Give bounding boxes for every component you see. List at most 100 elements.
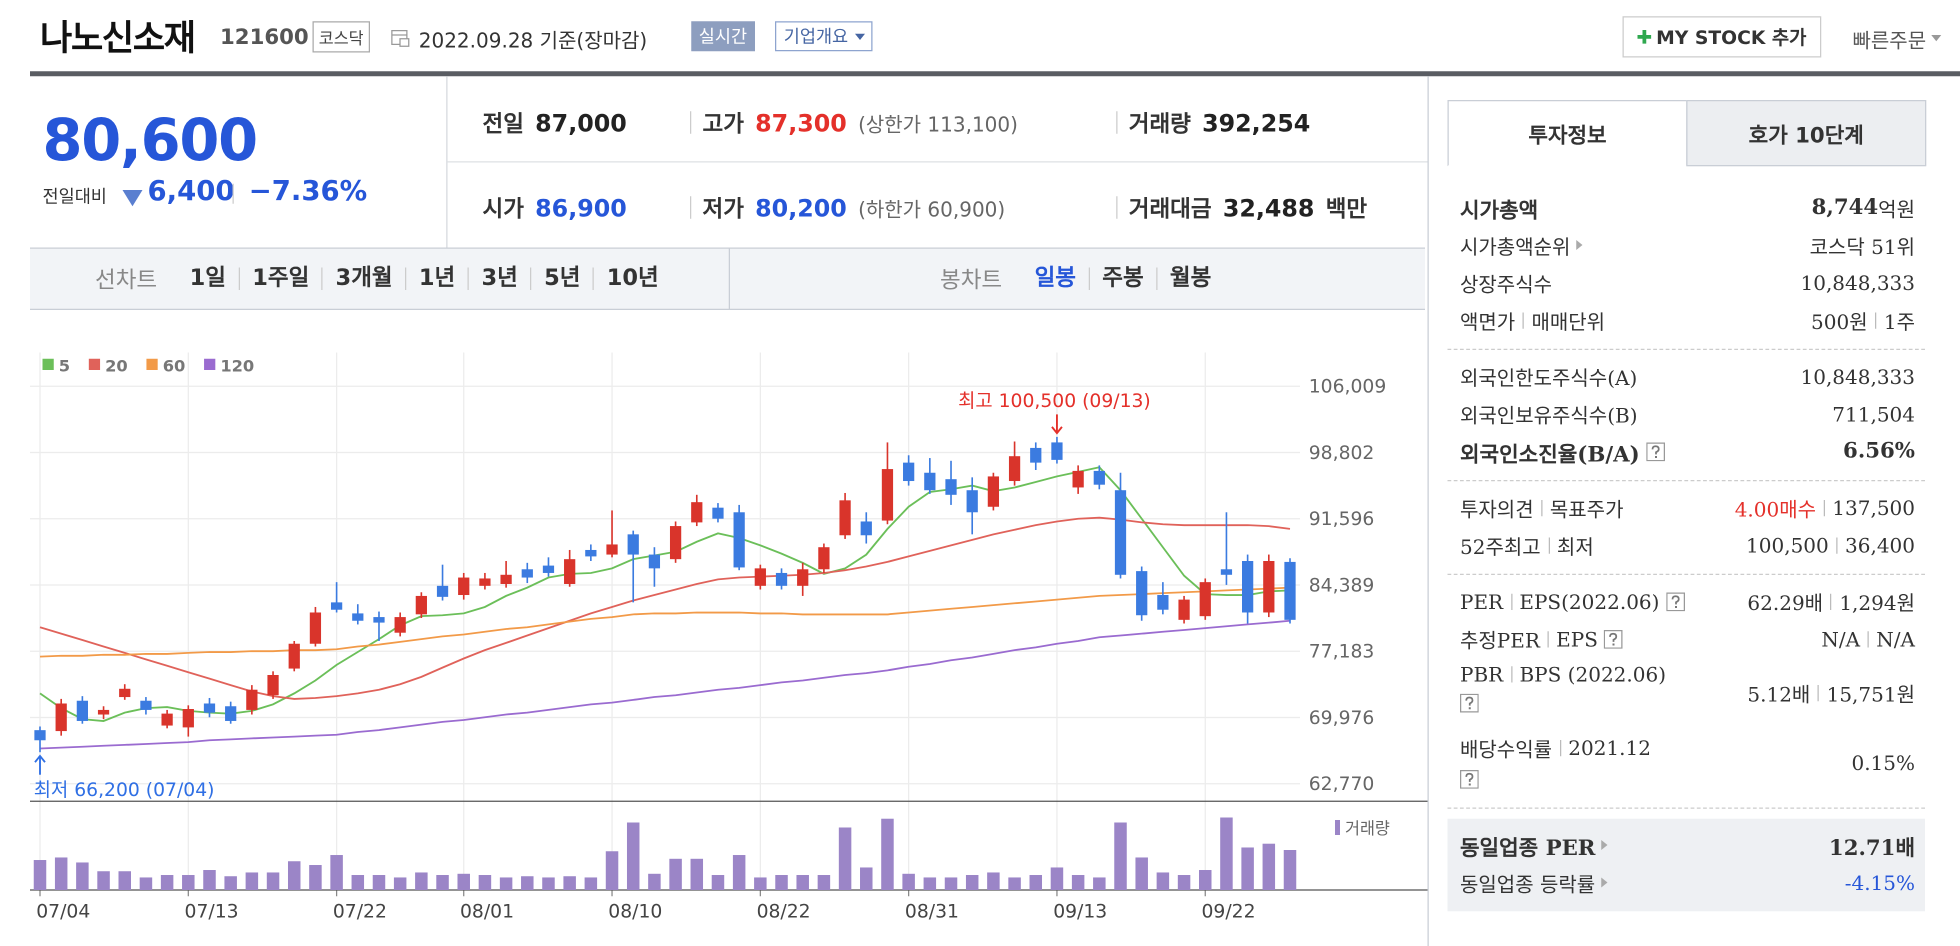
candle-body xyxy=(203,703,216,713)
row-label: 투자의견 목표주가 xyxy=(1460,493,1623,523)
x-tick-label: 08/31 xyxy=(905,902,959,923)
value-text: 36,400 xyxy=(1845,533,1915,557)
volume-bar xyxy=(1029,875,1043,890)
dropdown-arrow xyxy=(1931,35,1942,46)
period-tab[interactable]: 주봉 xyxy=(1088,267,1157,290)
volume-bar xyxy=(754,877,767,890)
help-icon[interactable] xyxy=(1604,629,1623,649)
candle-body xyxy=(34,730,46,741)
volume-legend-swatch xyxy=(1335,820,1340,835)
volume-bar xyxy=(1071,875,1085,890)
row-label: 시가총액 xyxy=(1460,192,1538,223)
max-label: 최고 100,500 (09/13) xyxy=(958,390,1151,412)
info-row: 배당수익률 2021.12 0.15% xyxy=(1460,728,1915,798)
arrow-icon[interactable] xyxy=(1601,877,1608,888)
period-tab[interactable]: 1년 xyxy=(405,267,468,290)
value-text: N/A xyxy=(1876,626,1915,651)
label-text: EPS xyxy=(1556,626,1598,651)
volume-bar xyxy=(584,877,598,890)
legend-label: 20 xyxy=(105,356,128,375)
value-unit: 억원 xyxy=(1878,197,1915,222)
help-wrap xyxy=(1460,770,1670,793)
volume-bar xyxy=(118,871,131,890)
volume-bar xyxy=(711,875,725,890)
price-box: 80,600 전일대비 6,400 −7.36% xyxy=(30,76,448,248)
period-tab[interactable]: 3개월 xyxy=(321,267,405,290)
row-value: 4.00매수 137,500 xyxy=(1735,493,1915,523)
info-row: 시가총액 8,744 억원 xyxy=(1460,189,1915,227)
realtime-button[interactable]: 실시간 xyxy=(691,21,755,52)
volume-bar xyxy=(499,877,513,890)
invest-info: 시가총액 8,744 억원 시가총액순위 코스닥 51위 상장주식수 10,848,333 액… xyxy=(1447,181,1925,912)
chart-tab-bar: 선차트 1일 1주일 3개월 1년 3년 5년 10년 봉차트 일봉 주봉 월봉 xyxy=(30,247,1425,310)
panel-tab[interactable]: 투자정보 xyxy=(1447,100,1688,167)
period-tab[interactable]: 10년 xyxy=(592,267,671,290)
value-text: 10,848,333 xyxy=(1800,364,1915,389)
info-section: PER EPS(2022.06) 62.29배 1,294원 추정PER EPS N/A N/… xyxy=(1447,575,1925,809)
calendar-icon[interactable] xyxy=(390,28,410,48)
volume-bar xyxy=(139,877,153,890)
volume-bar xyxy=(330,855,343,890)
candle-body xyxy=(161,713,173,726)
arrow-icon[interactable] xyxy=(1576,240,1583,250)
candle-body xyxy=(1136,571,1148,616)
row-label: 외국인한도주식수(A) xyxy=(1460,361,1637,391)
label-text: 동일업종 등락률 xyxy=(1460,872,1596,897)
candle-body xyxy=(987,476,1000,507)
row-value: 8,744 억원 xyxy=(1812,193,1915,223)
price-limit: (상한가 113,100) xyxy=(858,112,1018,137)
candle-body xyxy=(394,617,406,633)
period-tab[interactable]: 일봉 xyxy=(1034,265,1077,292)
help-icon[interactable] xyxy=(1460,770,1479,789)
row-label: 액면가 매매단위 xyxy=(1460,305,1605,335)
volume-bar xyxy=(1050,867,1064,890)
y-tick-label: 69,976 xyxy=(1309,708,1375,729)
period-tab[interactable]: 1일 xyxy=(189,265,226,292)
candle-body xyxy=(55,703,67,732)
plus-icon xyxy=(1637,30,1652,44)
row-value: 12.71배 xyxy=(1829,829,1915,861)
candle-body xyxy=(1072,470,1084,488)
help-icon[interactable] xyxy=(1665,591,1685,611)
volume-bar xyxy=(521,876,534,890)
candle-body xyxy=(881,469,894,521)
period-tab[interactable]: 월봉 xyxy=(1156,267,1224,290)
quote-value: 87,000 xyxy=(535,110,627,138)
row-value: 711,504 xyxy=(1832,402,1915,426)
base-date: 2022.09.28 기준(장마감) xyxy=(418,28,648,53)
volume-bar xyxy=(1177,875,1191,890)
my-stock-button[interactable]: MY STOCK 추가 xyxy=(1622,16,1822,58)
volume-bar xyxy=(203,870,216,890)
x-tick-label: 08/22 xyxy=(757,902,811,923)
volume-bar xyxy=(1008,877,1021,890)
candle-body xyxy=(1220,569,1233,575)
label-text: EPS(2022.06) xyxy=(1519,589,1660,614)
period-tab[interactable]: 3년 xyxy=(467,267,531,290)
row-value: 6.56% xyxy=(1843,439,1915,464)
candle-body xyxy=(76,700,88,721)
value-text: 1,294원 xyxy=(1839,591,1915,615)
separator xyxy=(1522,311,1524,329)
help-wrap xyxy=(1645,441,1665,461)
row-value: 10,848,333 xyxy=(1800,364,1915,388)
volume-bar xyxy=(54,857,68,890)
moving-average-line xyxy=(39,586,1291,658)
tab-group: 봉차트 일봉 주봉 월봉 xyxy=(940,249,1224,309)
tab-divider xyxy=(728,247,730,310)
help-icon[interactable] xyxy=(1645,441,1665,461)
quick-order[interactable]: 빠른주문 xyxy=(1853,24,1942,54)
company-info-button[interactable]: 기업개요 xyxy=(775,21,872,52)
arrow-icon[interactable] xyxy=(1601,840,1608,850)
period-tab[interactable]: 1주일 xyxy=(238,267,321,290)
volume-bar xyxy=(1114,822,1127,890)
info-section: 동일업종 PER 12.71배 동일업종 등락률 -4.15% xyxy=(1447,818,1925,912)
help-icon[interactable] xyxy=(1460,693,1479,713)
panel-tab[interactable]: 호가 10단계 xyxy=(1686,100,1927,167)
label-text: 2021.12 xyxy=(1568,735,1651,760)
candle-body xyxy=(733,512,745,568)
quote-value: 392,254 xyxy=(1202,110,1311,138)
period-tab[interactable]: 5년 xyxy=(530,267,593,290)
candle-body xyxy=(288,643,300,669)
info-row: 시가총액순위 코스닥 51위 xyxy=(1460,226,1915,264)
